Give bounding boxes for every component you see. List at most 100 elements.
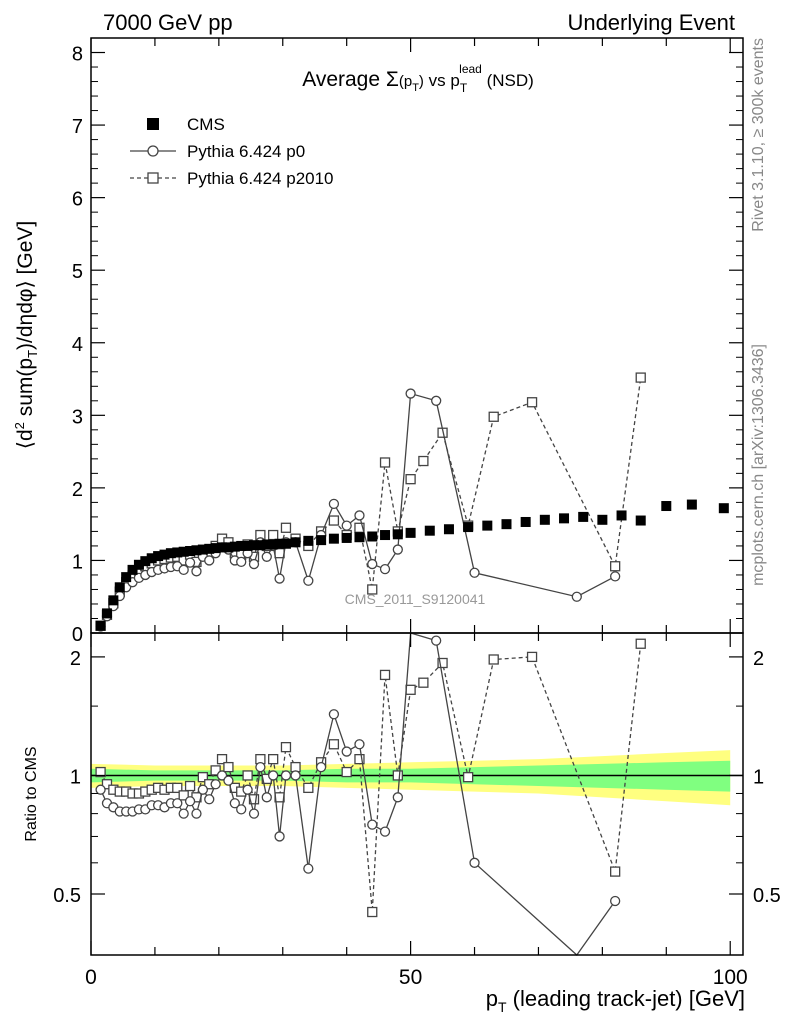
ratio-ytick-label-right: 2 — [753, 648, 764, 670]
pythia-6-424-p2010-point — [488, 411, 499, 422]
cms-point — [303, 535, 314, 546]
pythia-6-424-p2010-point — [274, 548, 285, 559]
cms-point — [424, 525, 435, 536]
ratio-frame — [90, 632, 744, 956]
cms-point — [204, 543, 215, 554]
cms-point — [108, 595, 119, 606]
cms-point — [197, 544, 208, 555]
pythia-6-424-p0-point — [210, 779, 221, 790]
main-ytick-label: 3 — [72, 406, 83, 428]
pythia-6-424-p2010-point — [328, 515, 340, 526]
cms-point — [172, 547, 183, 558]
pythia-6-424-p0-point — [197, 784, 209, 795]
pythia-6-424-p0-point — [469, 857, 480, 868]
legend-marker-p2010 — [147, 172, 159, 184]
ratio-ytick-label: 2 — [70, 648, 81, 670]
pythia-6-424-p2010-point — [328, 739, 340, 750]
pythia-6-424-p2010-point — [418, 455, 429, 467]
rivet-label: Rivet 3.1.10, ≥ 300k events — [750, 38, 767, 232]
main-ytick-label: 2 — [72, 479, 83, 501]
pythia-6-424-p0-point — [261, 551, 272, 562]
pythia-6-424-p0-point — [328, 498, 340, 509]
cms-point — [341, 532, 352, 543]
watermark: CMS_2011_S9120041 — [345, 591, 486, 607]
cms-point — [274, 538, 285, 549]
pythia-6-424-p0-point — [242, 784, 253, 795]
pythia-6-424-p0-point — [392, 544, 403, 555]
pythia-6-424-p0-point — [328, 709, 340, 720]
main-ytick-label: 4 — [72, 334, 83, 356]
pythia-6-424-p2010-point — [392, 770, 403, 781]
xtick-label: 0 — [85, 966, 97, 989]
pythia-6-424-p2010-point — [526, 397, 538, 408]
cms-point — [686, 499, 697, 510]
main-ytick-label: 0 — [72, 624, 83, 646]
cms-point — [520, 516, 531, 527]
cms-point — [268, 539, 279, 550]
cms-point — [578, 511, 589, 522]
cms-point — [191, 545, 202, 556]
pythia-6-424-p2010-point — [303, 782, 314, 794]
cms-point — [165, 548, 176, 559]
cms-point — [217, 542, 228, 553]
pythia-6-424-p2010-point — [290, 761, 301, 773]
pythia-6-424-p0-point — [341, 520, 352, 531]
pythia-6-424-p0-point — [341, 746, 352, 757]
pythia-6-424-p0-point — [223, 775, 234, 786]
pythia-6-424-p0-point — [469, 567, 480, 578]
pythia-6-424-p0-point — [178, 808, 189, 819]
pythia-6-424-p0-point — [571, 591, 582, 602]
pythia-6-424-p0-point — [229, 798, 240, 809]
cms-point — [101, 608, 112, 619]
cms-point — [501, 519, 512, 530]
pythia-6-424-p2010-point — [488, 654, 499, 665]
cms-point — [114, 582, 125, 593]
legend: CMS Pythia 6.424 p0 Pythia 6.424 p2010 — [130, 115, 334, 188]
pythia-6-424-p0-point — [379, 826, 391, 837]
cms-point — [539, 514, 550, 525]
pythia-6-424-p0-point — [303, 575, 314, 586]
pythia-6-424-p0-point — [367, 558, 378, 570]
pythia-6-424-p0-point — [261, 792, 272, 803]
main-ytick-label: 7 — [72, 116, 83, 138]
pythia-6-424-p0-point — [315, 761, 327, 773]
xtick-label: 50 — [399, 966, 422, 989]
pythia-6-424-p0-point — [354, 510, 365, 521]
xtick-label: 100 — [713, 966, 748, 989]
cms-point — [559, 513, 570, 524]
legend-label: CMS — [187, 115, 225, 134]
pythia-6-424-p0-point — [191, 566, 202, 577]
ratio-y-label: Ratio to CMS — [23, 746, 40, 841]
header-left: 7000 GeV pp — [103, 10, 233, 35]
cms-point — [718, 503, 729, 514]
cms-point — [482, 520, 493, 531]
cms-point — [635, 515, 646, 526]
pythia-6-424-p0-point — [184, 557, 196, 568]
pythia-6-424-p2010-point — [280, 741, 292, 753]
pythia-6-424-p0-point — [268, 770, 279, 781]
pythia-6-424-p0-point — [274, 573, 285, 584]
pythia-6-424-p2010-point — [210, 765, 221, 776]
legend-marker-cms — [147, 118, 159, 130]
cms-point — [95, 620, 106, 631]
cms-point — [210, 543, 221, 554]
cms-point — [443, 524, 454, 535]
pythia-6-424-p0-point — [392, 792, 403, 803]
main-ytick-label: 8 — [72, 44, 83, 66]
pythia-6-424-p0-point — [191, 808, 202, 819]
cms-point — [178, 546, 189, 557]
pythia-6-424-p0-point — [248, 808, 260, 819]
pythia-6-424-p0-point — [255, 761, 266, 773]
cms-point — [242, 540, 253, 551]
pythia-6-424-p0-point — [367, 819, 378, 830]
ratio-panel: 0.5 0.5 1 1 2 2 0 50 100 Ratio to CMS pT (leadi… — [23, 632, 781, 1015]
pythia-6-424-p2010-point — [95, 766, 106, 778]
pythia-6-424-p0-point — [610, 571, 621, 582]
pythia-6-424-p0-point — [274, 831, 285, 842]
pythia-6-424-p0-point — [379, 563, 391, 575]
pythia-6-424-p0-point — [236, 556, 247, 568]
pythia-6-424-p2010-point — [437, 657, 448, 669]
cms-point — [249, 540, 259, 551]
